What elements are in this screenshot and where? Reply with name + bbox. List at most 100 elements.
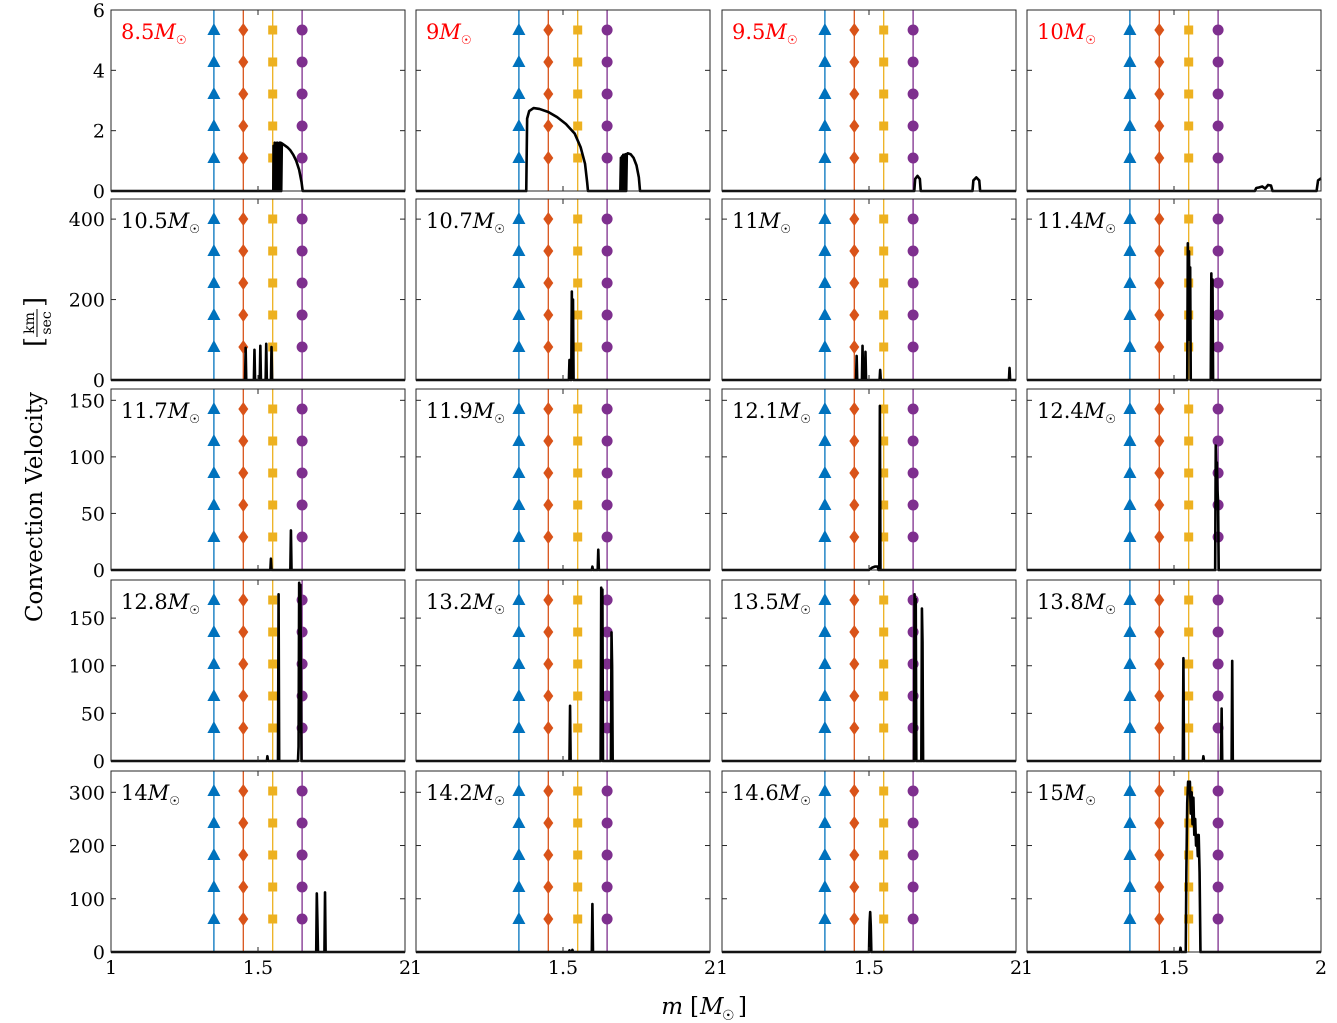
circle-marker bbox=[1212, 881, 1224, 893]
triangle-marker bbox=[1123, 689, 1137, 701]
diamond-marker bbox=[1154, 848, 1165, 862]
circle-marker bbox=[907, 817, 919, 829]
panel-19: 1 1.5 2 14.6M☉ bbox=[716, 770, 1022, 979]
triangle-marker bbox=[207, 87, 221, 99]
square-marker bbox=[879, 691, 889, 701]
triangle-marker bbox=[512, 657, 526, 669]
triangle-marker bbox=[207, 625, 221, 637]
triangle-marker bbox=[1123, 657, 1137, 669]
panel-mass-unit: M bbox=[778, 781, 801, 805]
square-marker bbox=[268, 404, 278, 414]
panel-mass-label: 11.9M☉ bbox=[426, 399, 505, 426]
circle-marker bbox=[907, 24, 919, 36]
triangle-marker bbox=[207, 55, 221, 67]
circle-marker bbox=[296, 499, 308, 511]
panel-mass-unit: M bbox=[1083, 399, 1106, 423]
panel-mass-label: 13.8M☉ bbox=[1037, 590, 1116, 617]
convection-curve bbox=[416, 902, 710, 954]
diamond-marker bbox=[1154, 23, 1165, 37]
y-tick-label: 150 bbox=[69, 390, 105, 412]
diamond-marker bbox=[543, 276, 554, 290]
circle-marker bbox=[296, 403, 308, 415]
diamond-marker bbox=[849, 880, 860, 894]
circle-marker bbox=[1212, 213, 1224, 225]
triangle-marker bbox=[207, 848, 221, 860]
diamond-marker bbox=[543, 593, 554, 607]
triangle-marker bbox=[207, 119, 221, 131]
panel-mass-value: 11.9 bbox=[426, 399, 473, 423]
diamond-marker bbox=[543, 657, 554, 671]
diamond-marker bbox=[849, 848, 860, 862]
square-marker bbox=[268, 595, 278, 605]
diamond-marker bbox=[238, 402, 249, 416]
triangle-marker bbox=[818, 55, 832, 67]
convection-curve bbox=[1027, 177, 1322, 193]
panel-mass-value: 9 bbox=[426, 20, 439, 44]
panel-mass-unit: M bbox=[153, 20, 176, 44]
circle-marker bbox=[1212, 24, 1224, 36]
diamond-marker bbox=[543, 498, 554, 512]
convection-curve bbox=[111, 529, 405, 572]
convection-curve bbox=[111, 891, 405, 954]
square-marker bbox=[879, 468, 889, 478]
x-tick-label: 1.5 bbox=[548, 957, 578, 979]
triangle-marker bbox=[207, 466, 221, 478]
circle-marker bbox=[907, 403, 919, 415]
panel-mass-unit: M bbox=[167, 399, 190, 423]
diamond-marker bbox=[543, 434, 554, 448]
triangle-marker bbox=[207, 151, 221, 163]
panel-2: 9M☉ bbox=[415, 9, 711, 193]
panel-mass-label: 14.6M☉ bbox=[732, 781, 811, 808]
diamond-marker bbox=[1154, 784, 1165, 798]
square-marker bbox=[573, 532, 583, 542]
diamond-marker bbox=[849, 689, 860, 703]
y-tick-label: 0 bbox=[93, 181, 105, 203]
square-marker bbox=[573, 404, 583, 414]
panel-mass-sun-symbol: ☉ bbox=[1105, 603, 1116, 617]
y-tick-label: 0 bbox=[93, 370, 105, 392]
square-marker bbox=[573, 914, 583, 924]
circle-marker bbox=[601, 881, 613, 893]
x-tick-label: 2 bbox=[399, 957, 411, 979]
triangle-marker bbox=[1123, 308, 1137, 320]
triangle-marker bbox=[512, 593, 526, 605]
circle-marker bbox=[601, 690, 613, 702]
circle-marker bbox=[601, 785, 613, 797]
square-marker bbox=[268, 310, 278, 320]
square-marker bbox=[879, 659, 889, 669]
triangle-marker bbox=[1123, 530, 1137, 542]
y-tick-label: 0 bbox=[93, 942, 105, 964]
diamond-marker bbox=[543, 87, 554, 101]
square-marker bbox=[573, 468, 583, 478]
square-marker bbox=[1184, 468, 1194, 478]
panel-mass-value: 14.2 bbox=[426, 781, 473, 805]
triangle-marker bbox=[207, 308, 221, 320]
circle-marker bbox=[601, 626, 613, 638]
square-marker bbox=[573, 57, 583, 67]
triangle-marker bbox=[512, 530, 526, 542]
panel-mass-value: 13.2 bbox=[426, 590, 473, 614]
triangle-marker bbox=[207, 657, 221, 669]
diamond-marker bbox=[1154, 308, 1165, 322]
square-marker bbox=[879, 214, 889, 224]
circle-marker bbox=[296, 531, 308, 543]
square-marker bbox=[879, 786, 889, 796]
circle-marker bbox=[907, 435, 919, 447]
panel-mass-label: 15M☉ bbox=[1037, 781, 1096, 808]
triangle-marker bbox=[1123, 87, 1137, 99]
square-marker bbox=[1184, 404, 1194, 414]
panel-mass-unit: M bbox=[778, 590, 801, 614]
square-marker bbox=[1184, 691, 1194, 701]
diamond-marker bbox=[238, 530, 249, 544]
diamond-marker bbox=[543, 308, 554, 322]
triangle-marker bbox=[207, 784, 221, 796]
square-marker bbox=[573, 214, 583, 224]
panel-mass-value: 8.5 bbox=[121, 20, 154, 44]
x-tick-label: 1 bbox=[105, 957, 117, 979]
triangle-marker bbox=[818, 721, 832, 733]
circle-marker bbox=[907, 88, 919, 100]
panel-mass-value: 12.1 bbox=[732, 399, 779, 423]
triangle-marker bbox=[818, 87, 832, 99]
circle-marker bbox=[296, 56, 308, 68]
diamond-marker bbox=[543, 721, 554, 735]
